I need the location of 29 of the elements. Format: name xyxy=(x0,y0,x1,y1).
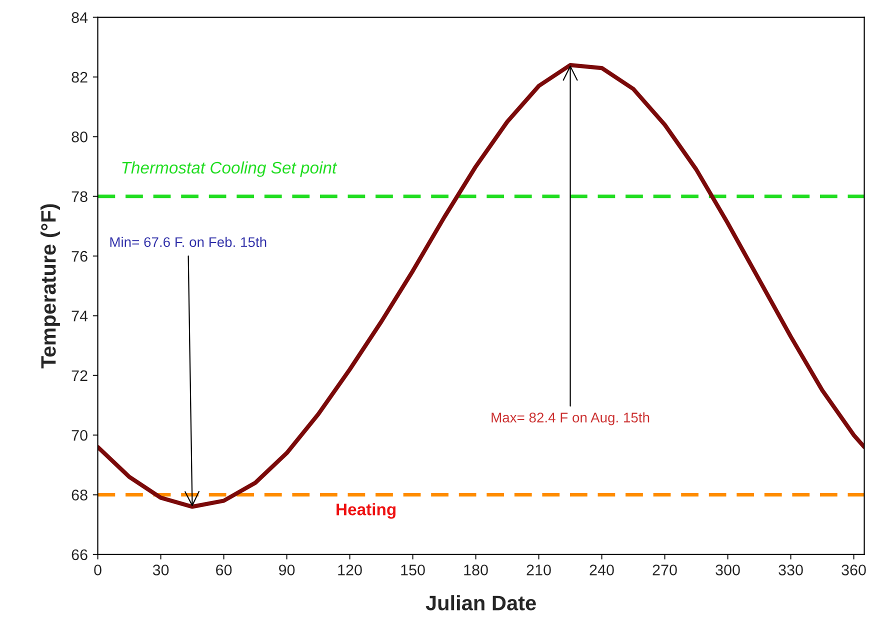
y-tick-label: 70 xyxy=(72,430,88,441)
x-tick-label: 120 xyxy=(338,564,362,576)
ref-line-label: Heating xyxy=(336,503,396,519)
x-tick-label: 0 xyxy=(94,564,102,576)
x-tick-label: 240 xyxy=(590,564,614,576)
x-tick-label: 30 xyxy=(152,564,169,576)
x-tick-label: 180 xyxy=(464,564,488,576)
y-tick-label: 72 xyxy=(72,370,88,381)
x-tick-label: 60 xyxy=(216,564,232,576)
y-tick-label: 84 xyxy=(72,12,88,23)
y-tick-label: 68 xyxy=(72,490,88,500)
ref-line-label: Thermostat Cooling Set point xyxy=(122,161,338,177)
y-tick-label: 66 xyxy=(72,549,88,560)
x-tick-label: 330 xyxy=(778,564,803,576)
y-tick-label: 80 xyxy=(72,132,88,142)
y-tick-label: 78 xyxy=(72,191,88,202)
x-tick-label: 360 xyxy=(842,564,866,576)
y-tick-label: 74 xyxy=(72,310,88,322)
annotation: Max= 82.4 F on Aug. 15th xyxy=(492,412,650,426)
annotation: Min= 67.6 F. on Feb. 15th xyxy=(110,236,266,248)
y-tick-label: 76 xyxy=(72,250,88,262)
x-tick-label: 90 xyxy=(278,564,295,576)
x-tick-label: 270 xyxy=(652,564,677,576)
x-tick-label: 300 xyxy=(716,564,740,576)
x-axis-title: Julian Date xyxy=(426,595,536,610)
x-tick-label: 210 xyxy=(526,564,551,576)
y-axis-title: Temperature (°F) xyxy=(40,204,60,368)
x-tick-label: 150 xyxy=(401,564,425,576)
y-tick-label: 82 xyxy=(72,72,88,83)
